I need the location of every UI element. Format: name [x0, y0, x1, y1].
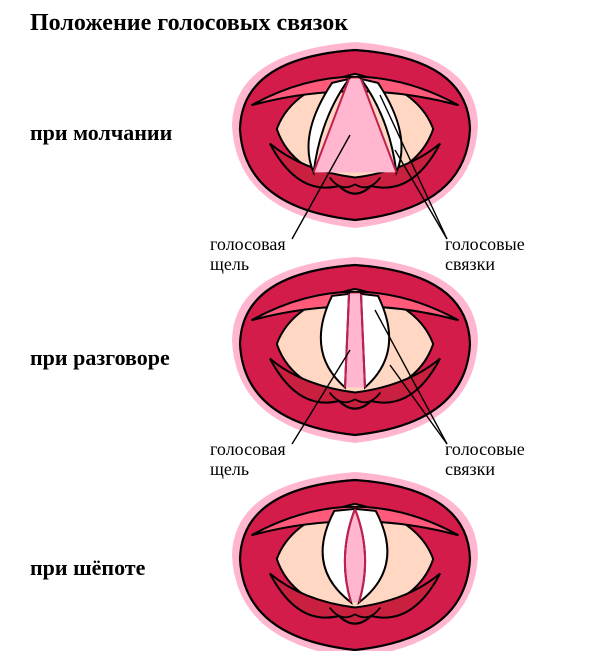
diagram-root: { "title": { "text": "Положение голосовы… [0, 0, 600, 651]
state-label-whisper: при шёпоте [30, 555, 145, 581]
state-label-silence: при молчании [30, 120, 172, 146]
anno-glottis-1: голосовая щель [210, 235, 286, 275]
anno-cords-2: голосовые связки [445, 440, 525, 480]
larynx-whisper [232, 472, 478, 651]
page-title: Положение голосовых связок [30, 10, 348, 37]
figure-svg [0, 0, 600, 651]
larynx-speaking [232, 257, 478, 443]
larynx-silence [232, 42, 478, 228]
anno-cords-1: голосовые связки [445, 235, 525, 275]
anno-glottis-2: голосовая щель [210, 440, 286, 480]
state-label-speaking: при разговоре [30, 345, 170, 371]
